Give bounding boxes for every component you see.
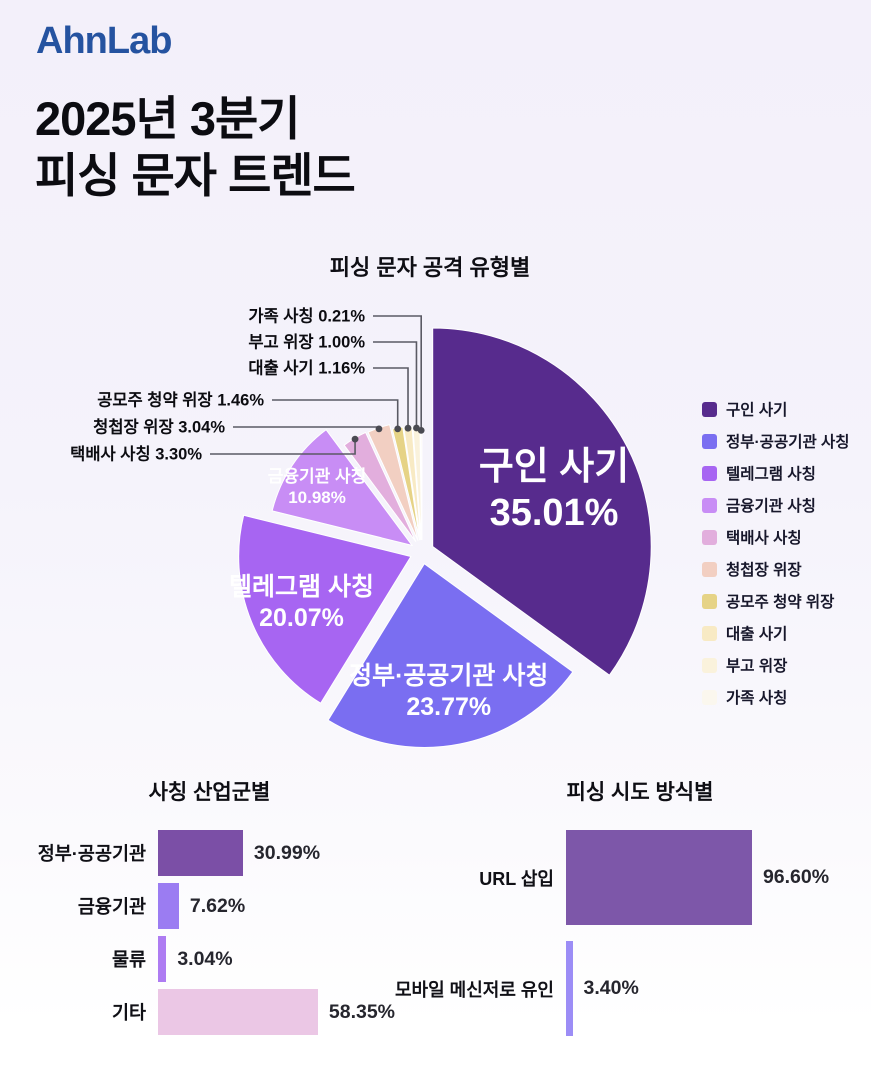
leader-dot-8 — [413, 424, 420, 432]
legend-swatch-1 — [702, 433, 717, 449]
legend-item-7: 대출 사기 — [702, 622, 850, 644]
legend-swatch-9 — [702, 689, 717, 705]
method-chart-title: 피싱 시도 방식별 — [566, 781, 714, 804]
leader-label-5: 청첩장 위장 3.04% — [93, 417, 225, 437]
pie-inside-label-1: 정부·공공기관 사칭 23.77% — [349, 662, 548, 721]
legend-item-5: 청첩장 위장 — [702, 558, 850, 580]
leader-line-7 — [373, 367, 409, 429]
leader-label-7: 대출 사기 1.16% — [248, 359, 365, 378]
impersonated-industry-bar-value-0: 30.99% — [253, 841, 321, 864]
impersonated-industry-bar-bar-3 — [158, 989, 318, 1035]
legend-label-8: 부고 위장 — [726, 658, 788, 675]
pie-slice-1 — [327, 563, 574, 748]
legend-swatch-2 — [702, 465, 717, 481]
legend-label-2: 텔레그램 사칭 — [726, 466, 816, 483]
pie-slice-3 — [271, 429, 414, 547]
legend-label-6: 공모주 청약 위장 — [726, 594, 835, 611]
legend-swatch-4 — [702, 529, 717, 545]
ahnlab-logo: AhnLab — [36, 20, 172, 62]
impersonated-industry-bar-row-2: 물류 3.04% — [22, 936, 397, 982]
leader-dot-4 — [351, 435, 359, 443]
leader-line-9 — [373, 315, 422, 431]
legend-item-0: 구인 사기 — [702, 398, 850, 420]
legend-item-2: 텔레그램 사칭 — [702, 462, 850, 484]
legend-label-7: 대출 사기 — [726, 626, 788, 643]
legend-label-0: 구인 사기 — [726, 402, 788, 419]
industry-chart-rows: 정부·공공기관 30.99% 금융기관 7.62% 물류 3.04% 기타 58.35% — [22, 830, 397, 1035]
pie-inside-label-2: 텔레그램 사칭 20.07% — [229, 573, 374, 632]
legend-label-3: 금융기관 사칭 — [726, 498, 816, 515]
leader-line-6 — [272, 399, 399, 429]
industry-chart-title: 사칭 산업군별 — [148, 781, 271, 804]
pie-chart-title: 피싱 문자 공격 유형별 — [329, 255, 531, 280]
phishing-method-bar-category-1: 모바일 메신저로 유인 — [394, 979, 554, 1000]
impersonated-industry-bar-bar-1 — [158, 883, 179, 929]
phishing-method-bar-bar-1 — [566, 941, 573, 1036]
legend-label-9: 가족 사칭 — [726, 690, 788, 707]
impersonated-industry-bar-category-2: 물류 — [111, 949, 146, 970]
leader-line-5 — [233, 426, 380, 429]
phishing-method-chart: 피싱 시도 방식별 URL 삽입 96.60% 모바일 메신저로 유인 3.40% — [394, 776, 860, 1052]
impersonated-industry-chart: 사칭 산업군별 정부·공공기관 30.99% 금융기관 7.62% 물류 3.04% 기타 5… — [22, 776, 397, 1042]
legend-item-1: 정부·공공기관 사칭 — [702, 430, 850, 452]
legend-item-4: 택배사 사칭 — [702, 526, 850, 548]
page-title-line1: 2025년 3분기 — [35, 92, 300, 145]
leader-label-6: 공모주 청약 위장 1.46% — [97, 390, 264, 410]
phishing-method-bar-category-0: URL 삽입 — [479, 868, 554, 889]
impersonated-industry-bar-value-3: 58.35% — [328, 1000, 396, 1023]
legend-label-5: 청첩장 위장 — [726, 562, 802, 579]
impersonated-industry-bar-value-1: 7.62% — [189, 894, 246, 917]
impersonated-industry-bar-bar-0 — [158, 830, 243, 876]
legend-swatch-5 — [702, 561, 717, 577]
leader-label-9: 가족 사칭 0.21% — [248, 307, 365, 326]
leader-dot-6 — [394, 425, 402, 433]
impersonated-industry-bar-row-0: 정부·공공기관 30.99% — [22, 830, 397, 876]
legend-swatch-8 — [702, 657, 717, 673]
method-chart-rows: URL 삽입 96.60% 모바일 메신저로 유인 3.40% — [394, 830, 860, 1036]
impersonated-industry-bar-category-1: 금융기관 — [77, 896, 146, 917]
phishing-method-bar-row-1: 모바일 메신저로 유인 3.40% — [394, 941, 860, 1036]
leader-label-8: 부고 위장 1.00% — [248, 333, 365, 352]
phishing-method-bar-bar-0 — [566, 830, 752, 925]
leader-dot-7 — [404, 424, 412, 432]
legend-swatch-0 — [702, 401, 717, 417]
phishing-method-bar-value-1: 3.40% — [583, 977, 639, 999]
leader-dot-5 — [375, 425, 383, 433]
phishing-method-bar-row-0: URL 삽입 96.60% — [420, 830, 860, 925]
pie-slice-0 — [432, 327, 652, 676]
impersonated-industry-bar-category-0: 정부·공공기관 — [37, 843, 146, 864]
legend-label-1: 정부·공공기관 사칭 — [726, 434, 850, 451]
legend-item-9: 가족 사칭 — [702, 686, 850, 708]
leader-line-8 — [373, 341, 418, 429]
legend-swatch-3 — [702, 497, 717, 513]
page-title-line2: 피싱 문자 트렌드 — [35, 149, 356, 203]
phishing-method-bar-value-0: 96.60% — [762, 866, 830, 888]
impersonated-industry-bar-value-2: 3.04% — [177, 947, 233, 970]
legend-item-8: 부고 위장 — [702, 654, 850, 676]
legend-label-4: 택배사 사칭 — [726, 530, 802, 547]
pie-slice-2 — [238, 514, 412, 704]
legend-swatch-7 — [702, 625, 717, 641]
legend-swatch-6 — [702, 593, 717, 609]
impersonated-industry-bar-row-1: 금융기관 7.62% — [22, 883, 397, 929]
leader-label-4: 택배사 사칭 3.30% — [70, 445, 202, 464]
impersonated-industry-bar-bar-2 — [158, 936, 167, 982]
legend-item-3: 금융기관 사칭 — [702, 494, 850, 516]
impersonated-industry-bar-category-3: 기타 — [111, 1002, 146, 1023]
leader-line-4 — [210, 439, 356, 455]
pie-inside-label-3: 금융기관 사칭 10.98% — [268, 467, 367, 507]
impersonated-industry-bar-row-3: 기타 58.35% — [22, 989, 397, 1035]
legend-item-6: 공모주 청약 위장 — [702, 590, 850, 612]
page-title: 2025년 3분기 피싱 문자 트렌드 — [35, 90, 356, 205]
pie-inside-label-0: 구인 사기 35.01% — [479, 446, 629, 534]
